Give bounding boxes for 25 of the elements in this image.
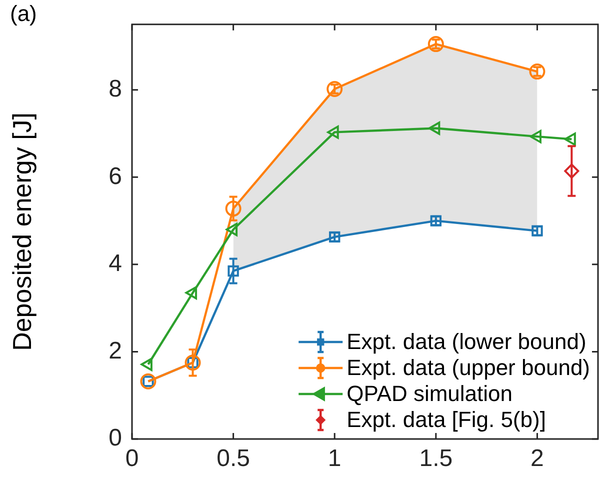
point [226,222,238,236]
point [327,126,339,139]
point [428,36,444,52]
legend-label: QPAD simulation [346,381,512,406]
legend-label: Expt. data (upper bound) [346,355,590,380]
point [140,358,152,371]
y-tick-label: 2 [108,337,122,364]
point [564,164,580,179]
legend-label: Expt. data (lower bound) [346,329,586,354]
legend-label: Expt. data [Fig. 5(b)] [346,407,546,432]
point [228,265,239,277]
point [529,64,546,80]
point [185,286,198,300]
chart-title: (a) [10,1,37,26]
x-tick-label: 0.5 [216,445,250,472]
y-axis-title: Deposited energy [J] [6,112,37,351]
y-tick-label: 8 [108,75,122,102]
x-tick-label: 2 [530,445,544,472]
y-tick-label: 0 [108,424,122,452]
x-tick-label: 1.5 [419,445,453,472]
point [326,80,343,97]
point [225,200,242,217]
y-tick-label: 4 [108,250,122,278]
x-tick-label: 1 [328,445,342,472]
y-tick-label: 6 [108,162,122,190]
